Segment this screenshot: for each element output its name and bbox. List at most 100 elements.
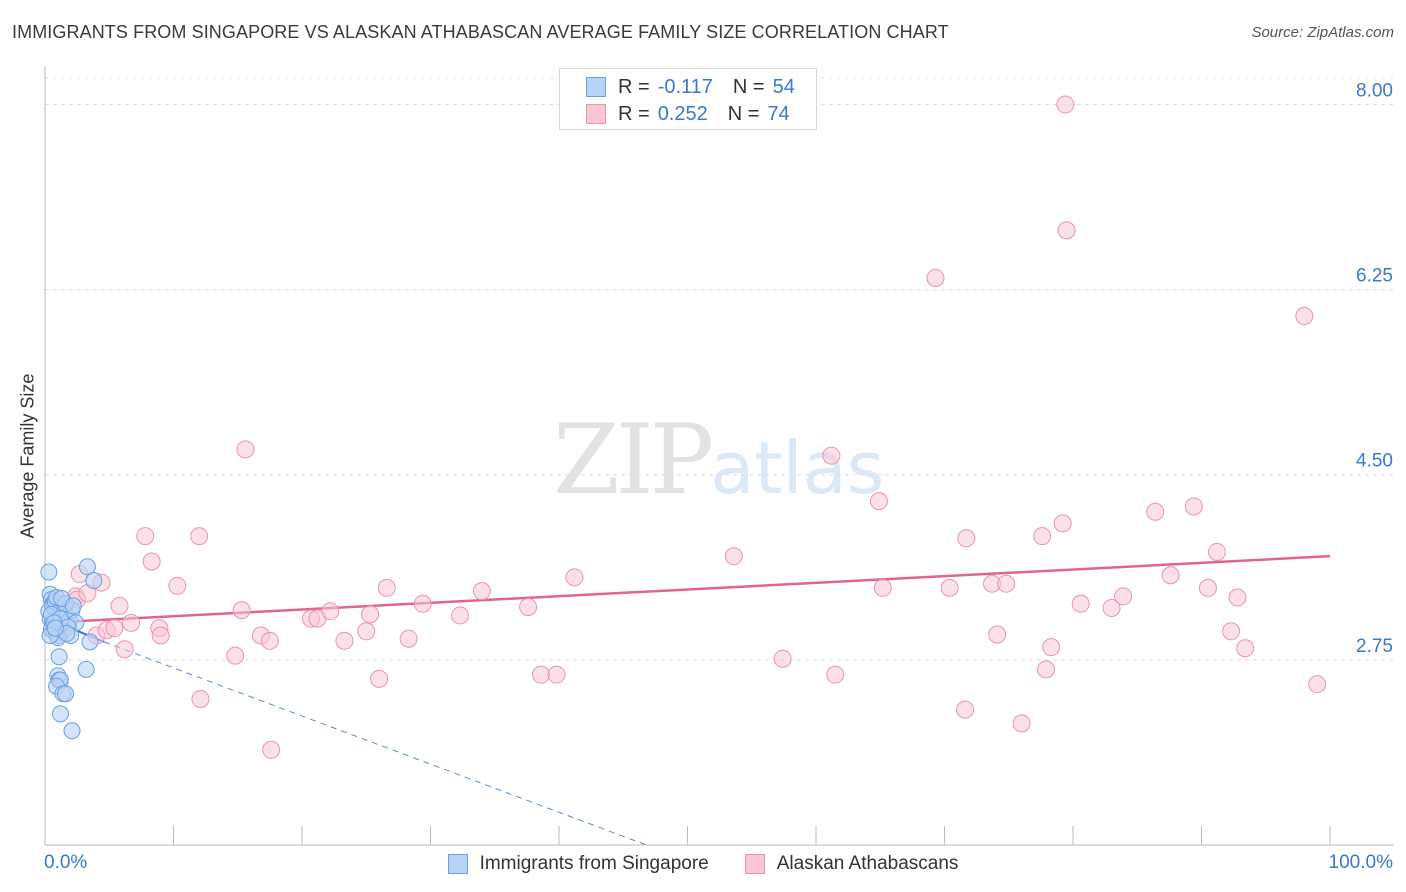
data-point-athabascan <box>190 527 209 546</box>
data-point-athabascan <box>869 492 888 511</box>
data-point-athabascan <box>956 700 975 719</box>
data-point-athabascan <box>532 665 551 684</box>
points-layer <box>40 95 1327 759</box>
legend-item-athabascan[interactable]: Alaskan Athabascans <box>744 853 959 875</box>
data-point-athabascan <box>997 574 1016 593</box>
data-point-athabascan <box>547 665 566 684</box>
data-point-athabascan <box>413 594 432 613</box>
stats-legend-row-athabascan: R = 0.252 N = 74 <box>586 102 790 126</box>
data-point-singapore <box>57 685 75 703</box>
data-point-athabascan <box>1033 527 1052 546</box>
watermark-atlas: atlas <box>710 426 885 510</box>
data-point-athabascan <box>168 576 187 595</box>
trendline-singapore-extrapolated <box>103 641 647 846</box>
r-label: R = <box>618 75 650 98</box>
data-point-singapore <box>81 633 99 651</box>
source-label: Source: ZipAtlas.com <box>1251 24 1394 41</box>
n-value: 74 <box>767 102 790 125</box>
data-point-athabascan <box>321 602 340 621</box>
data-point-athabascan <box>988 625 1007 644</box>
data-point-athabascan <box>399 629 418 648</box>
n-value: 54 <box>772 75 795 98</box>
data-point-athabascan <box>519 597 538 616</box>
pink-swatch <box>744 854 765 874</box>
y-tick-label: 6.25 <box>1356 266 1393 287</box>
data-point-athabascan <box>151 626 170 645</box>
data-point-athabascan <box>370 669 389 688</box>
axis-layer <box>44 66 1394 846</box>
y-tick-label: 2.75 <box>1356 636 1393 657</box>
data-point-athabascan <box>357 622 376 641</box>
data-point-singapore <box>40 563 58 581</box>
data-point-athabascan <box>105 619 124 638</box>
data-point-athabascan <box>822 446 841 465</box>
data-point-singapore <box>46 619 64 637</box>
stats-legend-row-singapore: R = -0.117 N = 54 <box>586 75 795 99</box>
r-value: 0.252 <box>657 102 708 125</box>
data-point-singapore <box>77 660 95 678</box>
blue-swatch <box>447 854 468 874</box>
data-point-singapore <box>63 722 81 740</box>
stats-legend: R = -0.117 N = 54 R = 0.252 N = 74 <box>559 68 817 130</box>
data-point-athabascan <box>1161 566 1180 585</box>
r-label: R = <box>618 102 650 125</box>
data-point-athabascan <box>136 527 155 546</box>
data-point-athabascan <box>142 552 161 571</box>
data-point-athabascan <box>1102 599 1121 618</box>
watermark-zip: ZIP <box>553 404 714 516</box>
x-tick-label-max: 100.0% <box>1328 852 1393 873</box>
data-point-athabascan <box>826 665 845 684</box>
data-point-athabascan <box>1012 714 1031 733</box>
data-point-athabascan <box>451 606 470 625</box>
data-point-athabascan <box>1114 587 1133 606</box>
data-point-singapore <box>85 572 103 590</box>
series-legend: Immigrants from Singapore Alaskan Athaba… <box>0 850 1406 878</box>
data-point-athabascan <box>472 582 491 601</box>
data-point-athabascan <box>1146 502 1165 521</box>
data-point-athabascan <box>1228 588 1247 607</box>
data-point-athabascan <box>940 578 959 597</box>
y-axis-label: Average Family Size <box>17 373 38 539</box>
data-point-athabascan <box>1037 660 1056 679</box>
data-point-athabascan <box>1236 639 1255 658</box>
n-label: N = <box>732 75 765 98</box>
data-point-athabascan <box>115 640 134 659</box>
legend-item-singapore[interactable]: Immigrants from Singapore <box>447 853 709 875</box>
data-point-athabascan <box>773 649 792 668</box>
data-point-athabascan <box>122 613 141 632</box>
data-point-athabascan <box>262 740 281 759</box>
data-point-athabascan <box>232 601 251 620</box>
r-value: -0.117 <box>657 75 713 98</box>
data-point-athabascan <box>957 529 976 548</box>
data-point-athabascan <box>226 646 245 665</box>
data-point-singapore <box>78 558 96 576</box>
trendline-athabascan <box>44 554 1331 625</box>
data-point-athabascan <box>1308 675 1327 694</box>
data-point-athabascan <box>724 547 743 566</box>
data-point-athabascan <box>1295 307 1314 326</box>
data-point-athabascan <box>926 268 945 287</box>
grid-layer <box>45 77 1394 661</box>
watermark: ZIPatlas <box>553 404 884 516</box>
x-tick-label-min: 0.0% <box>44 852 88 873</box>
data-point-athabascan <box>1057 221 1076 240</box>
data-point-athabascan <box>377 578 396 597</box>
data-point-athabascan <box>1053 514 1072 533</box>
pink-swatch <box>586 104 606 124</box>
y-tick-labels: 2.75 4.50 6.25 8.00 <box>1356 80 1393 656</box>
data-point-singapore <box>50 648 68 666</box>
n-label: N = <box>727 102 760 125</box>
data-point-athabascan <box>1056 95 1075 114</box>
data-point-athabascan <box>361 605 380 624</box>
trend-layer <box>44 554 1331 846</box>
data-point-singapore <box>64 597 82 615</box>
data-point-athabascan <box>1198 578 1217 597</box>
y-tick-label: 4.50 <box>1356 451 1393 472</box>
data-point-singapore <box>51 705 69 723</box>
legend-label-athabascan: Alaskan Athabascans <box>776 853 959 874</box>
data-point-athabascan <box>335 631 354 650</box>
data-point-athabascan <box>1071 594 1090 613</box>
legend-label-singapore: Immigrants from Singapore <box>479 853 709 874</box>
data-point-athabascan <box>1207 542 1226 561</box>
